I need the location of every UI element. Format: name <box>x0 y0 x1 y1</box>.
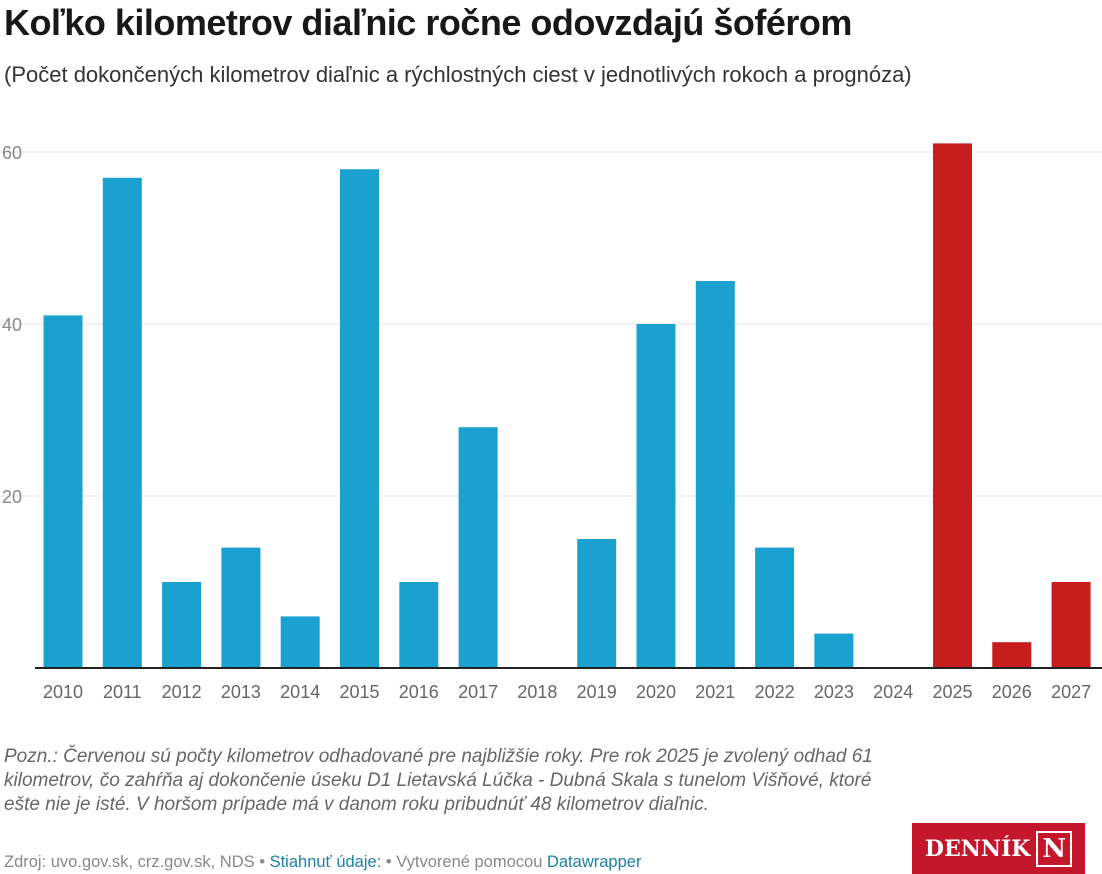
bar-2015 <box>340 169 379 668</box>
x-tick-label: 2014 <box>280 682 320 702</box>
x-tick-label: 2017 <box>458 682 498 702</box>
x-tick-label: 2018 <box>517 682 557 702</box>
chart-subtitle: (Počet dokončených kilometrov diaľnic a … <box>4 62 912 87</box>
chart-title: Koľko kilometrov diaľnic ročne odovzdajú… <box>4 2 852 43</box>
dennik-n-logo: DENNÍK N <box>912 823 1085 874</box>
bar-2016 <box>399 582 439 668</box>
source-text: Zdroj: uvo.gov.sk, crz.gov.sk, NDS <box>4 853 255 871</box>
bar-2010 <box>43 315 83 668</box>
x-tick-label: 2022 <box>755 682 795 702</box>
logo-text: DENNÍK <box>924 835 1031 862</box>
bar-2026 <box>992 642 1032 668</box>
y-tick-label: 40 <box>2 315 22 335</box>
x-tick-label: 2011 <box>103 682 142 702</box>
x-tick-label: 2016 <box>399 682 439 702</box>
bar-2027 <box>1051 582 1091 668</box>
datawrapper-link[interactable]: Datawrapper <box>546 853 642 871</box>
bar-2019 <box>577 539 617 668</box>
x-tick-label: 2012 <box>162 682 202 702</box>
x-tick-label: 2026 <box>992 682 1032 702</box>
created-with-text: • Vytvorené pomocou <box>381 853 547 871</box>
x-tick-label: 2025 <box>932 682 972 702</box>
x-tick-label: 2020 <box>636 682 676 702</box>
footer: Zdroj: uvo.gov.sk, crz.gov.sk, NDS • Sti… <box>4 853 641 872</box>
x-tick-label: 2023 <box>814 682 854 702</box>
chart-note: Pozn.: Červenou sú počty kilometrov odha… <box>4 746 873 815</box>
y-tick-label: 60 <box>2 143 22 163</box>
x-tick-label: 2015 <box>339 682 379 702</box>
bar-2012 <box>162 582 202 668</box>
download-data-link[interactable]: Stiahnuť údaje: <box>269 853 382 871</box>
logo-letter: N <box>1036 830 1073 867</box>
separator: • <box>254 853 270 871</box>
bar-2021 <box>695 281 735 668</box>
bar-2011 <box>102 177 142 669</box>
bar-chart: 20 40 60 2010 2011 2012 2013 2014 2015 2016 2017 20… <box>0 143 1102 702</box>
y-tick-label: 20 <box>2 487 22 507</box>
bar-2013 <box>221 547 261 668</box>
bar-2025 <box>933 143 972 668</box>
bar-2014 <box>280 616 320 668</box>
x-tick-label: 2027 <box>1051 682 1091 702</box>
bar-2020 <box>636 324 676 668</box>
x-tick-label: 2019 <box>577 682 617 702</box>
bar-2022 <box>755 547 795 668</box>
bar-2017 <box>458 427 498 668</box>
x-tick-label: 2010 <box>43 682 83 702</box>
x-tick-label: 2021 <box>695 682 735 702</box>
x-tick-label: 2013 <box>221 682 261 702</box>
bar-2023 <box>814 633 854 668</box>
x-tick-label: 2024 <box>873 682 913 702</box>
